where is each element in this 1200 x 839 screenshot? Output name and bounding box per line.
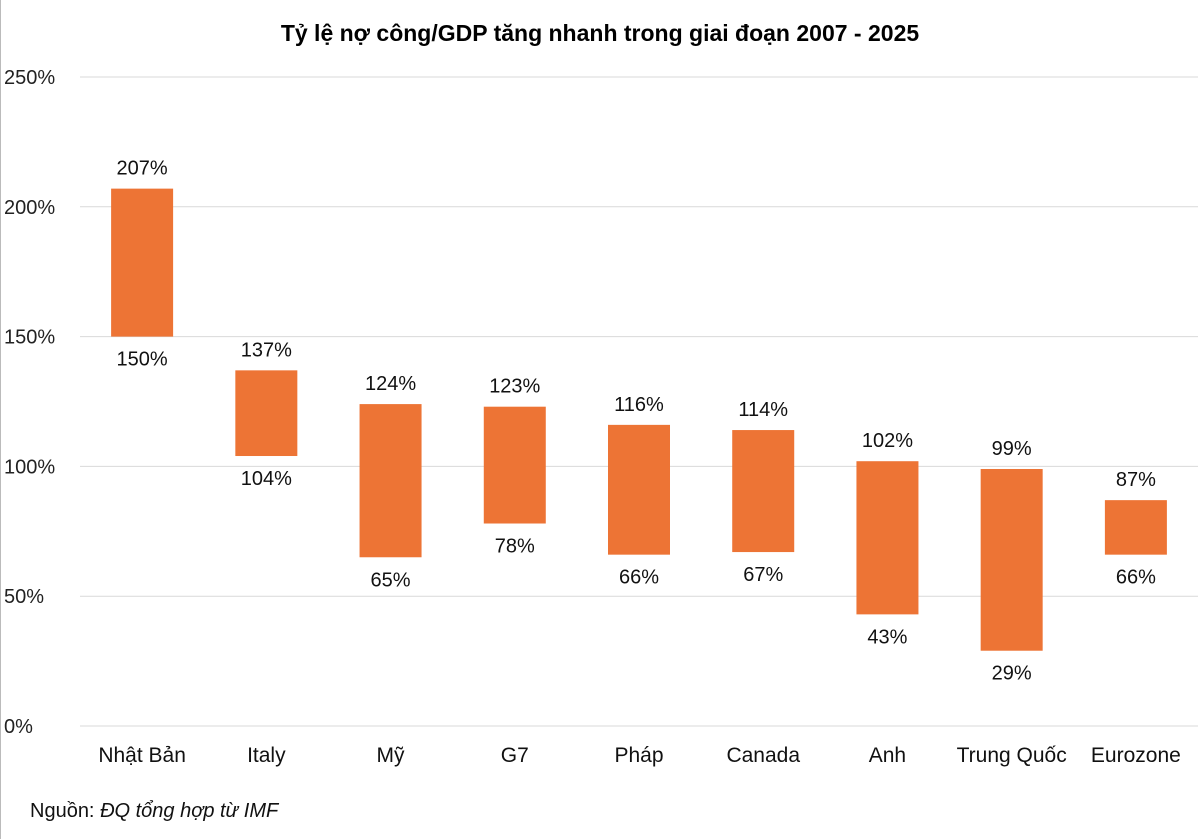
bar: [608, 424, 670, 555]
low-value-label: 66%: [1116, 567, 1156, 589]
bar: [111, 188, 174, 337]
category-label: Italy: [247, 744, 286, 767]
category-label: Pháp: [614, 744, 663, 767]
high-value-label: 137%: [241, 339, 292, 361]
gridlines: [80, 76, 1198, 727]
category-label: Trung Quốc: [957, 744, 1067, 767]
bar: [359, 404, 422, 558]
y-tick-label: 50%: [4, 586, 44, 608]
high-value-label: 114%: [738, 399, 788, 421]
y-tick-label: 200%: [4, 197, 55, 219]
x-axis-categories: Nhật Bản Italy Mỹ G7 Pháp Canada Anh Trung Quốc…: [98, 744, 1181, 767]
category-label: Eurozone: [1091, 744, 1181, 767]
high-value-label: 116%: [614, 394, 664, 416]
data-labels: 207% 150% 137% 104% 124% 65% 123% 78% 116% 66% 114…: [117, 158, 1157, 685]
high-value-label: 102%: [862, 430, 913, 452]
low-value-label: 29%: [992, 663, 1032, 685]
y-tick-label: 150%: [4, 327, 55, 349]
high-value-label: 123%: [489, 376, 540, 398]
bars: [111, 188, 1167, 651]
category-label: G7: [501, 744, 529, 767]
high-value-label: 99%: [992, 438, 1032, 460]
y-tick-label: 0%: [4, 716, 33, 738]
y-axis-ticks: 0% 50% 100% 150% 200% 250%: [4, 67, 55, 738]
category-label: Anh: [869, 744, 906, 767]
bar: [980, 468, 1043, 651]
category-label: Nhật Bản: [98, 744, 186, 767]
low-value-label: 150%: [117, 349, 168, 371]
bar: [483, 406, 546, 524]
low-value-label: 104%: [241, 468, 292, 490]
chart-title: Tỷ lệ nợ công/GDP tăng nhanh trong giai …: [281, 20, 920, 46]
low-value-label: 65%: [371, 569, 411, 591]
high-value-label: 207%: [117, 158, 168, 180]
low-value-label: 67%: [743, 564, 783, 586]
low-value-label: 78%: [495, 536, 535, 558]
bar: [235, 370, 298, 457]
bar: [732, 430, 795, 553]
source-prefix: Nguồn:: [30, 800, 101, 822]
source-text: ĐQ tổng hợp từ IMF: [100, 800, 279, 822]
category-label: Canada: [726, 744, 800, 767]
y-tick-label: 250%: [4, 67, 55, 89]
high-value-label: 124%: [365, 373, 416, 395]
y-tick-label: 100%: [4, 456, 55, 478]
bar: [1104, 500, 1167, 555]
source-note: Nguồn: ĐQ tổng hợp từ IMF: [30, 800, 278, 823]
low-value-label: 66%: [619, 567, 659, 589]
low-value-label: 43%: [867, 626, 907, 648]
category-label: Mỹ: [377, 744, 405, 767]
bar: [856, 461, 919, 615]
high-value-label: 87%: [1116, 469, 1156, 491]
